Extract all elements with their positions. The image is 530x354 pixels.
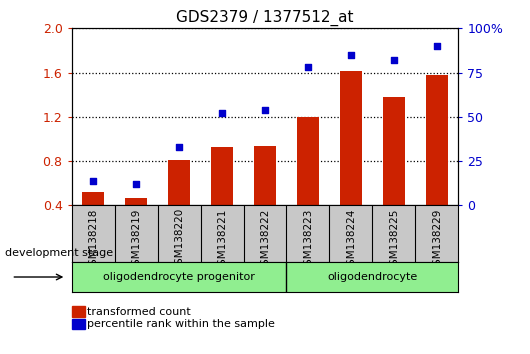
Point: [390, 57, 398, 63]
Point: [432, 43, 441, 49]
Point: [347, 52, 355, 58]
Point: [89, 178, 98, 183]
Bar: [125, 198, 147, 205]
Bar: [82, 192, 104, 205]
Text: transformed count: transformed count: [87, 307, 191, 316]
Bar: [169, 160, 190, 205]
Point: [132, 181, 140, 187]
Text: GSM138225: GSM138225: [389, 208, 399, 272]
Point: [304, 64, 312, 70]
Text: GSM138223: GSM138223: [303, 208, 313, 272]
Text: GSM138222: GSM138222: [260, 208, 270, 272]
Bar: [254, 145, 276, 205]
Text: GSM138229: GSM138229: [432, 208, 442, 272]
Bar: [340, 72, 361, 205]
Text: GSM138218: GSM138218: [88, 208, 98, 272]
Text: oligodendrocyte: oligodendrocyte: [328, 272, 418, 282]
Text: GSM138219: GSM138219: [131, 208, 141, 272]
Text: GSM138221: GSM138221: [217, 208, 227, 272]
Text: GSM138224: GSM138224: [346, 208, 356, 272]
Point: [175, 144, 183, 150]
Point: [218, 110, 226, 116]
Point: [261, 107, 269, 113]
Bar: [211, 147, 233, 205]
Text: development stage: development stage: [5, 249, 113, 258]
Text: percentile rank within the sample: percentile rank within the sample: [87, 319, 275, 329]
Text: GSM138220: GSM138220: [174, 208, 184, 272]
Text: oligodendrocyte progenitor: oligodendrocyte progenitor: [103, 272, 255, 282]
Bar: [426, 75, 448, 205]
Title: GDS2379 / 1377512_at: GDS2379 / 1377512_at: [176, 9, 354, 25]
Bar: [383, 97, 405, 205]
Bar: [297, 117, 319, 205]
